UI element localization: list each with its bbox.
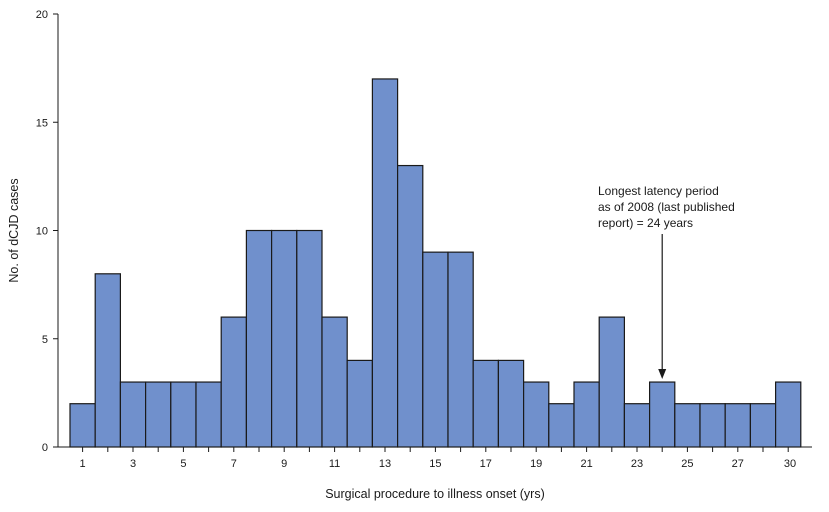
bar-5 xyxy=(170,381,197,448)
bar-26 xyxy=(699,403,726,448)
bar-8 xyxy=(245,229,273,448)
x-tick-label-3: 3 xyxy=(130,458,136,470)
bar-14 xyxy=(397,164,424,448)
bar-16 xyxy=(447,251,474,448)
x-tick-label-5: 5 xyxy=(180,458,186,470)
bar-28 xyxy=(749,403,777,448)
x-tick-label-30: 30 xyxy=(784,458,796,470)
x-tick-label-7: 7 xyxy=(231,458,237,470)
bar-27 xyxy=(724,403,752,448)
y-tick-label-10: 10 xyxy=(36,226,48,238)
y-axis-title: No. of dCJD cases xyxy=(7,178,21,282)
x-tick-label-13: 13 xyxy=(379,458,391,470)
y-tick-label-0: 0 xyxy=(42,442,48,454)
x-tick-label-23: 23 xyxy=(631,458,643,470)
annotation-line-3: report) = 24 years xyxy=(598,216,693,230)
x-tick-label-27: 27 xyxy=(732,458,744,470)
bar-13 xyxy=(371,78,399,448)
x-tick-label-1: 1 xyxy=(80,458,86,470)
y-tick-label-5: 5 xyxy=(42,334,48,346)
x-tick-label-17: 17 xyxy=(480,458,492,470)
y-axis-ticks: 0 5 10 15 20 xyxy=(36,9,58,454)
annotation-arrow-head xyxy=(658,369,667,380)
annotation-line-1: Longest latency period xyxy=(598,184,719,198)
bar-15 xyxy=(422,251,449,448)
x-tick-label-21: 21 xyxy=(580,458,592,470)
bar-22 xyxy=(598,316,626,448)
x-axis-title: Surgical procedure to illness onset (yrs… xyxy=(325,487,545,501)
bar-2 xyxy=(94,273,121,448)
bar-9 xyxy=(271,229,298,448)
bar-29 xyxy=(774,381,802,448)
y-tick-label-20: 20 xyxy=(36,9,48,21)
y-tick-label-15: 15 xyxy=(36,117,48,129)
x-tick-label-9: 9 xyxy=(281,458,287,470)
bar-19 xyxy=(522,381,550,448)
latency-annotation: Longest latency period as of 2008 (last … xyxy=(598,184,735,380)
x-tick-label-25: 25 xyxy=(681,458,693,470)
x-tick-label-15: 15 xyxy=(429,458,441,470)
bar-12 xyxy=(346,359,374,448)
bar-23 xyxy=(623,403,651,448)
bar-6 xyxy=(195,381,222,448)
annotation-line-2: as of 2008 (last published xyxy=(598,200,735,214)
bar-4 xyxy=(145,381,172,448)
bar-17 xyxy=(472,359,500,448)
bar-21 xyxy=(573,381,600,448)
bars-group xyxy=(69,78,802,448)
bar-25 xyxy=(674,403,701,448)
bar-7 xyxy=(220,316,247,448)
bar-1 xyxy=(69,403,96,448)
bar-10 xyxy=(296,229,323,448)
x-tick-label-11: 11 xyxy=(329,458,340,470)
bar-11 xyxy=(321,316,348,448)
x-axis-ticks: 1 3 5 7 9 11 13 15 17 19 21 23 25 27 30 xyxy=(80,447,796,470)
bar-20 xyxy=(548,403,575,448)
bar-3 xyxy=(119,381,147,448)
bar-24 xyxy=(648,381,676,448)
bar-18 xyxy=(497,359,525,448)
x-tick-label-19: 19 xyxy=(530,458,542,470)
